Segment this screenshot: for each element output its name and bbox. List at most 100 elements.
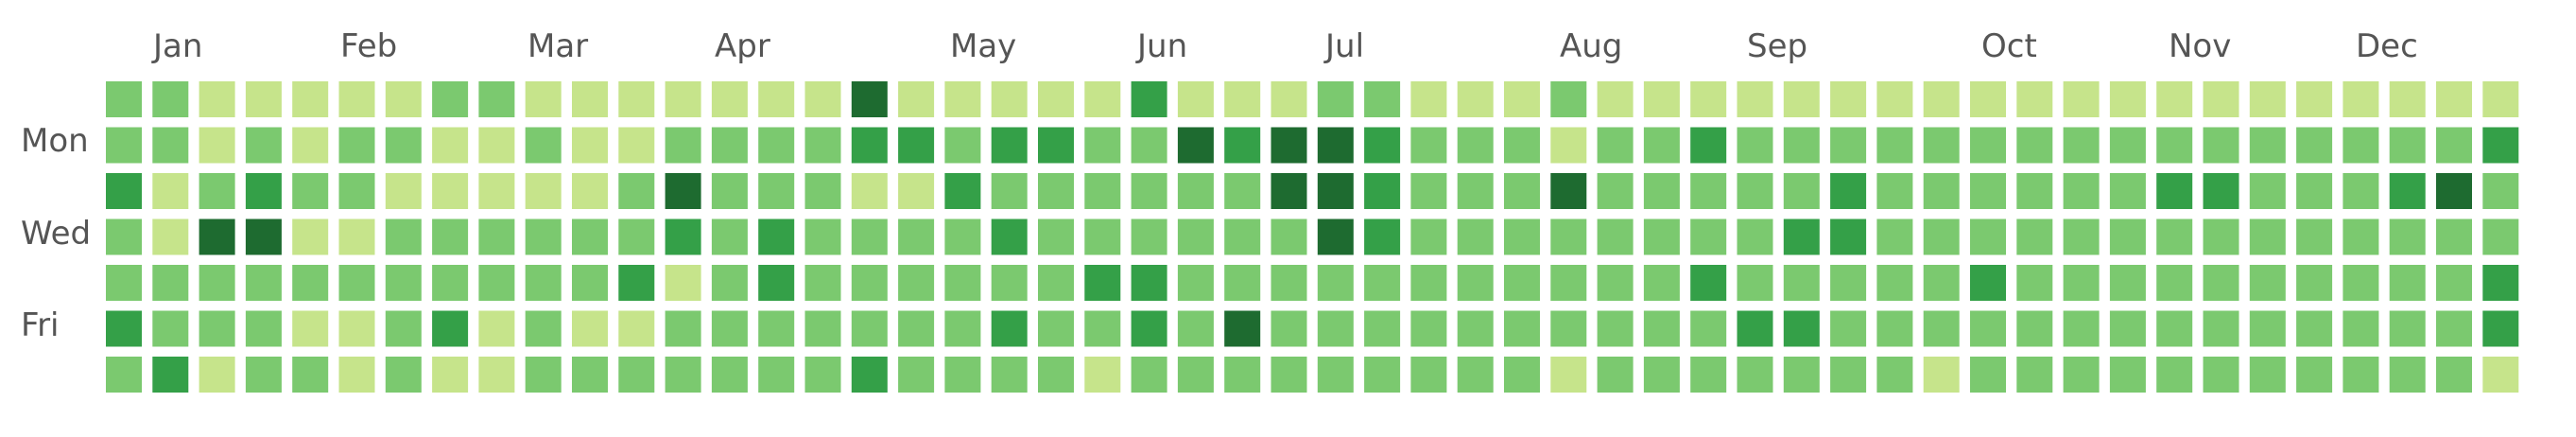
heatmap-cell [2296,127,2333,164]
heatmap-cell [2343,127,2379,164]
heatmap-cell [804,81,841,117]
heatmap-cell [1690,310,1727,347]
heatmap-cell [1224,127,1261,164]
heatmap-cell [1783,357,1820,393]
heatmap-cell [2436,310,2472,347]
heatmap-cell [618,310,655,347]
heatmap-cell [1643,310,1680,347]
heatmap-cell [1177,127,1214,164]
heatmap-cell [2063,81,2100,117]
heatmap-cell [618,357,655,393]
heatmap-cell [152,357,189,393]
heatmap-cell [1177,310,1214,347]
heatmap-cell [898,173,935,209]
heatmap-cell [1224,81,1261,117]
heatmap-cell [1970,265,2006,301]
month-label-nov: Nov [2169,27,2231,65]
heatmap-cell [2343,173,2379,209]
heatmap-cell [1550,218,1587,255]
heatmap-cell [2389,265,2426,301]
heatmap-cell [2343,218,2379,255]
heatmap-cell [665,218,701,255]
heatmap-cell [1643,357,1680,393]
heatmap-cell [2343,310,2379,347]
heatmap-cell [106,218,142,255]
heatmap-cell [1690,357,1727,393]
heatmap-cell [385,218,422,255]
heatmap-cell [338,357,375,393]
heatmap-cell [2109,173,2146,209]
heatmap-cell [1597,357,1634,393]
heatmap-cell [1970,357,2006,393]
heatmap-cell [199,173,235,209]
heatmap-cell [1923,265,1960,301]
heatmap-cell [2482,173,2519,209]
heatmap-cell [1271,218,1307,255]
heatmap-cell [944,357,981,393]
heatmap-cell [1970,310,2006,347]
heatmap-cell [525,218,562,255]
heatmap-cell [572,357,608,393]
heatmap-cell [292,81,329,117]
heatmap-cell [292,310,329,347]
heatmap-cell [2296,310,2333,347]
heatmap-cell [944,218,981,255]
heatmap-cell [2482,81,2519,117]
heatmap-cell [338,127,375,164]
heatmap-cell [245,127,282,164]
heatmap-cell [2063,173,2100,209]
heatmap-cell [991,173,1028,209]
heatmap-cell [338,265,375,301]
heatmap-cell [385,173,422,209]
heatmap-cell [991,81,1028,117]
heatmap-cell [1550,81,1587,117]
heatmap-cell [898,218,935,255]
heatmap-cell [1457,173,1494,209]
month-label-oct: Oct [1981,27,2037,65]
heatmap-cell [1410,357,1447,393]
heatmap-cell [2156,173,2193,209]
heatmap-cell [2016,218,2053,255]
heatmap-cell [1830,357,1867,393]
heatmap-cell [1504,218,1540,255]
heatmap-cell [1923,81,1960,117]
heatmap-cell [245,310,282,347]
heatmap-cell [292,357,329,393]
heatmap-cell [1364,173,1401,209]
heatmap-cell [572,81,608,117]
heatmap-cell [1457,218,1494,255]
heatmap-cell [2296,173,2333,209]
heatmap-cell [1364,310,1401,347]
heatmap-cell [2249,127,2286,164]
heatmap-cell [1224,173,1261,209]
heatmap-cell [152,127,189,164]
heatmap-cell [199,357,235,393]
heatmap-cell [1410,81,1447,117]
heatmap-cell [2063,357,2100,393]
heatmap-cell [2063,265,2100,301]
heatmap-cell [1364,218,1401,255]
heatmap-cell [1271,173,1307,209]
heatmap-cell [1084,265,1121,301]
heatmap-cell [665,310,701,347]
heatmap-cell [1643,265,1680,301]
heatmap-cell [1783,127,1820,164]
heatmap-cell [572,173,608,209]
heatmap-cell [2156,357,2193,393]
heatmap-cell [152,265,189,301]
heatmap-cell [1597,310,1634,347]
heatmap-cell [572,265,608,301]
heatmap-cell [1224,357,1261,393]
heatmap-cell [804,265,841,301]
heatmap-cell [2156,81,2193,117]
heatmap-cell [2343,265,2379,301]
heatmap-cell [1271,357,1307,393]
heatmap-cell [1830,127,1867,164]
heatmap-cell [1597,127,1634,164]
heatmap-cell [1504,357,1540,393]
heatmap-cell [2436,218,2472,255]
heatmap-cell [525,81,562,117]
heatmap-cell [758,357,795,393]
heatmap-cell [199,81,235,117]
